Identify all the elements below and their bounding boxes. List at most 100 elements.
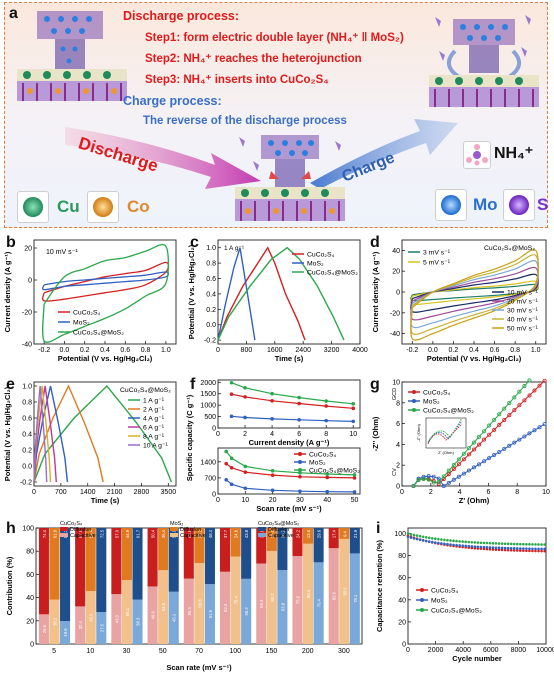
inset-y-label: -Z'' (Ohm) (416, 423, 421, 441)
retention-point (406, 535, 410, 539)
capacitive-bar (111, 594, 122, 644)
diffusion-bar (230, 528, 241, 557)
data-point (243, 464, 248, 469)
retention-point (452, 543, 455, 547)
x-tick-label: 0.0 (60, 347, 70, 354)
data-point (270, 391, 274, 396)
retention-point (522, 547, 525, 550)
retention-point (458, 540, 461, 543)
diffusion-bar (121, 528, 132, 581)
retention-point (446, 542, 449, 546)
data-point (517, 403, 522, 408)
diffusion-value: 36.4 (161, 529, 166, 538)
capacitive-bar (168, 591, 179, 644)
retention-point (519, 549, 522, 552)
data-point (224, 461, 228, 466)
data-point (229, 456, 234, 461)
x-tick-label: 1.0 (531, 347, 541, 354)
capacitive-bar (132, 599, 143, 644)
panel-label-b: b (6, 234, 16, 251)
retention-point (522, 542, 525, 546)
retention-point (470, 540, 474, 544)
capacitive-value: 56.4 (187, 607, 192, 616)
y-tick-label: 100 (394, 531, 406, 538)
y-axis-label: Current density (A g⁻¹) (371, 251, 380, 332)
legend-entry: Diffusion (268, 527, 289, 533)
capacity-line (231, 393, 354, 409)
data-point (502, 418, 507, 423)
y-tick-label: -0.2 (204, 338, 216, 345)
capacitive-bar (328, 548, 339, 644)
retention-point (449, 543, 452, 546)
x-tick-label: 3500 (161, 489, 177, 496)
panel-label-e: e (6, 376, 15, 393)
x-tick-label: 1400 (80, 489, 96, 496)
legend-entry: MoS₂ (307, 261, 324, 268)
plot-frame (407, 527, 547, 645)
legend-entry: CuCo₂S₄ (307, 252, 335, 259)
retention-point (412, 533, 416, 537)
x-axis-label: Scan rate (mV s⁻¹) (256, 504, 322, 513)
retention-point (424, 539, 428, 543)
x-tick-label: 70 (195, 648, 203, 655)
retention-point (509, 546, 513, 550)
diffusion-value: 37.7 (223, 529, 228, 538)
retention-point (437, 537, 440, 541)
x-tick-label: 0 (406, 647, 410, 654)
co-legend-label: Co (127, 197, 150, 216)
legend-entry: CuCo₂S₄ (309, 452, 337, 459)
x-tick-label: 2400 (295, 347, 311, 354)
diffusion-value: 67.6 (78, 529, 83, 538)
diffusion-value: 50.4 (151, 529, 156, 538)
legend-swatch-diffusion (258, 527, 266, 531)
x-tick-label: 0.4 (469, 347, 479, 354)
x-tick-label: 2 (429, 489, 433, 496)
data-point (270, 417, 274, 421)
side-label-cv: CV (392, 468, 398, 476)
legend-entry: 5 mV s⁻¹ (423, 260, 451, 267)
chart-g-nyquist: 0 2 4 6 8 10 0 2 4 6 8 10 Z' (Ohm) -Z'' (Ohm) CuCo₂S₄ M… (371, 378, 550, 505)
diffusion-value: 43.8 (244, 529, 249, 538)
retention-point (500, 542, 504, 545)
x-tick-label: 300 (338, 648, 350, 655)
x-tick-label: 6 (486, 489, 490, 496)
retention-point (497, 542, 501, 545)
gcd-curve (33, 385, 69, 483)
capacitive-bar (194, 563, 205, 644)
data-point (502, 446, 507, 451)
y-tick-label: 1.0 (22, 384, 32, 391)
data-point (466, 446, 471, 451)
x-tick-label: 10000 (536, 647, 554, 654)
co-atom-icon (87, 191, 119, 223)
data-point (507, 413, 512, 418)
diffusion-bar (204, 528, 215, 585)
y-tick-label: 0.4 (22, 432, 32, 439)
x-tick-label: 8 (324, 431, 328, 438)
diffusion-bar (60, 528, 71, 622)
diffusion-bar (183, 528, 194, 579)
y-tick-label: 0.0 (22, 464, 32, 471)
data-point (229, 414, 234, 419)
y-tick-label: 1500 (200, 391, 216, 398)
panel-label-h: h (6, 520, 16, 537)
capacitive-value: 63.8 (280, 602, 285, 611)
retention-point (497, 548, 501, 552)
data-point (537, 425, 542, 430)
cu-legend-label: Cu (57, 197, 80, 216)
y-tick-label: 20 (26, 618, 34, 625)
data-point (532, 388, 537, 393)
retention-point (482, 545, 486, 549)
nyquist-inset: Z' (Ohm) -Z'' (Ohm) (416, 417, 467, 455)
panel-label-g: g (370, 376, 380, 393)
capacitive-value: 69.4 (259, 599, 264, 608)
retention-point (418, 534, 422, 538)
retention-point (470, 545, 474, 548)
legend-entry: MoS₂ (431, 598, 448, 605)
data-point (512, 408, 517, 413)
capacitive-bar (60, 621, 71, 644)
y-tick-label: 700 (204, 475, 216, 482)
capacitive-value: 25.6 (42, 624, 47, 633)
retention-point (455, 539, 458, 543)
data-point (461, 471, 466, 476)
legend-entry: 10 A g⁻¹ (143, 443, 168, 450)
